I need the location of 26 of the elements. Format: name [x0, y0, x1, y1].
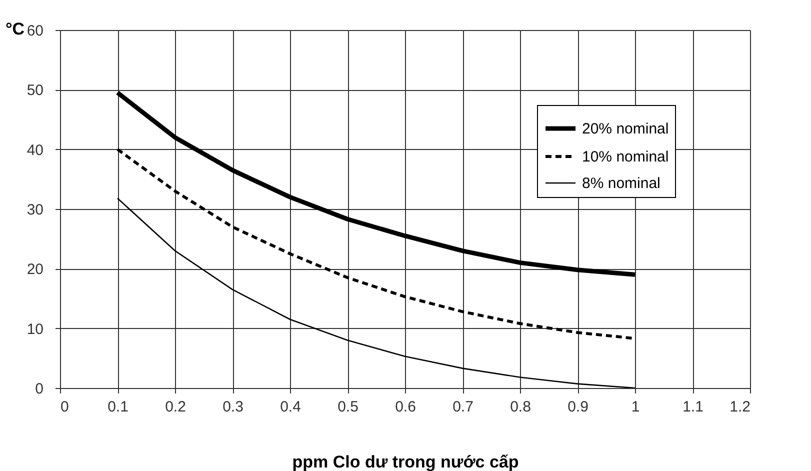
y-tick-label: 30: [26, 202, 44, 218]
y-tick-label: 40: [26, 142, 44, 159]
x-axis-title: ppm Clo dư trong nước cấp: [292, 452, 519, 471]
y-axis-title: °C: [6, 20, 25, 38]
x-tick-label: 0.7: [452, 398, 474, 416]
x-tick-label: 1: [631, 398, 640, 416]
x-tick-label: 0.6: [395, 398, 416, 416]
line-series: [116, 198, 636, 388]
x-tick-label: 0.8: [510, 398, 531, 416]
y-tick-label: 50: [26, 82, 44, 100]
x-tick-label: 0.2: [165, 398, 186, 416]
x-tick-label: 0.1: [108, 398, 128, 416]
legend-label: 8% nominal: [582, 175, 660, 192]
x-tick-label: 0.9: [568, 398, 588, 416]
y-tick-label: 10: [26, 320, 44, 338]
x-tick-label: 0.3: [222, 398, 244, 416]
y-tick-label: 60: [26, 22, 44, 40]
y-tick-label: 20: [26, 261, 44, 278]
x-tick-label: 1.2: [730, 398, 750, 416]
y-tick-label: 0: [35, 380, 44, 398]
legend-label: 10% nominal: [582, 148, 669, 166]
x-tick-label: 1.1: [682, 398, 704, 416]
legend-label: 20% nominal: [582, 120, 669, 138]
x-tick-label: 0.4: [280, 398, 301, 416]
x-tick-label: 0.5: [338, 398, 358, 416]
x-tick-label: 0: [60, 398, 69, 416]
